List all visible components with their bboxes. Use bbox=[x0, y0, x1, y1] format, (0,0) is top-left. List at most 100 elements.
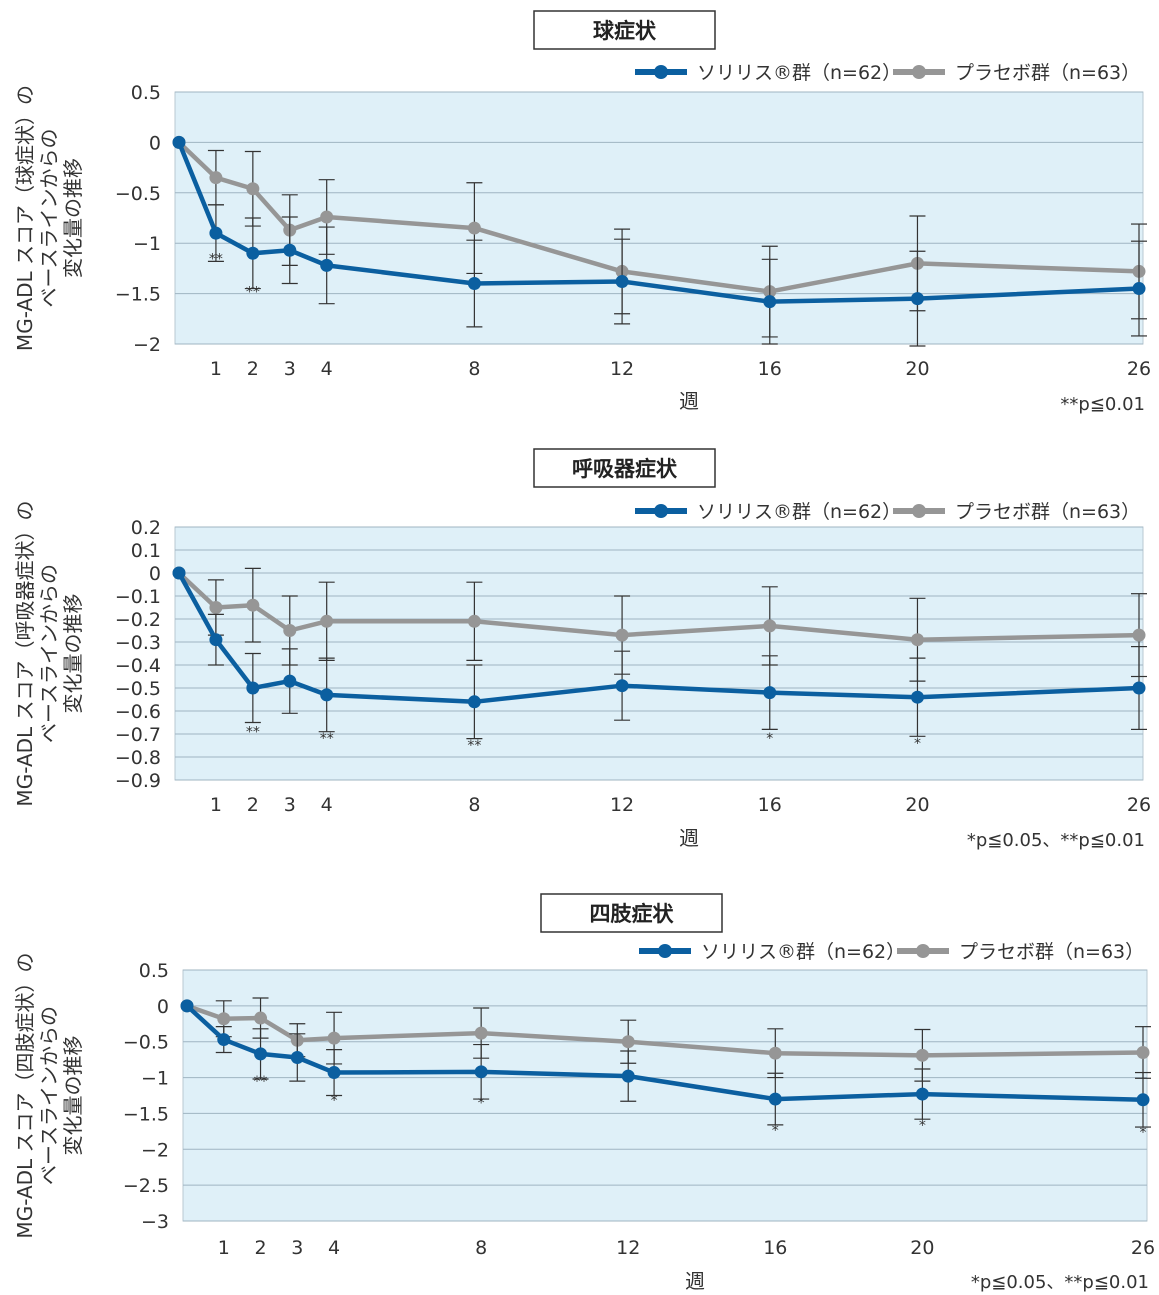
y-tick-label: −0.4 bbox=[115, 655, 161, 677]
x-tick-label: 3 bbox=[284, 794, 296, 816]
data-point bbox=[615, 628, 629, 642]
legend-swatch-marker bbox=[654, 504, 668, 518]
series-placebo bbox=[172, 566, 1147, 682]
data-point bbox=[283, 624, 297, 637]
data-point bbox=[621, 1069, 635, 1083]
y-tick-label: −2 bbox=[133, 334, 161, 356]
x-tick-label: 1 bbox=[210, 358, 222, 380]
x-tick-label: 26 bbox=[1127, 358, 1151, 380]
y-axis-title-line: MG-ADL スコア（球症状）の bbox=[13, 85, 37, 351]
data-point bbox=[615, 679, 629, 693]
y-axis-title-line: 変化量の推移 bbox=[61, 1036, 85, 1156]
x-axis-title: 週 bbox=[679, 826, 699, 850]
y-tick-label: −0.5 bbox=[115, 183, 161, 205]
data-point bbox=[283, 243, 297, 257]
data-point bbox=[474, 1065, 488, 1079]
data-point bbox=[246, 246, 260, 260]
data-point bbox=[768, 1046, 782, 1060]
data-point bbox=[246, 598, 260, 612]
series-line bbox=[176, 141, 1140, 304]
y-tick-label: −1.5 bbox=[123, 1103, 169, 1125]
y-tick-label: −0.5 bbox=[123, 1032, 169, 1054]
significance-marker: ** bbox=[254, 1074, 268, 1090]
legend-label: プラセボ群（n=63） bbox=[955, 62, 1140, 84]
x-tick-label: 26 bbox=[1131, 1237, 1155, 1259]
legend: ソリリス®群（n=62） プラセボ群（n=63） bbox=[639, 941, 1144, 963]
x-tick-label: 20 bbox=[905, 358, 929, 380]
y-tick-label: −3 bbox=[141, 1211, 169, 1233]
data-point bbox=[763, 619, 777, 633]
series-soliris bbox=[172, 566, 1147, 740]
data-point bbox=[209, 633, 223, 647]
y-axis-title-line: ベースラインからの bbox=[37, 129, 61, 308]
plot-area bbox=[174, 526, 1144, 781]
chart-title: 呼吸器症状 bbox=[572, 457, 678, 481]
data-point bbox=[915, 1087, 929, 1101]
data-point bbox=[327, 1031, 341, 1045]
significance-note: *p≦0.05、**p≦0.01 bbox=[967, 830, 1145, 851]
series-soliris bbox=[172, 135, 1147, 347]
x-tick-label: 16 bbox=[758, 358, 782, 380]
x-tick-label: 3 bbox=[284, 358, 296, 380]
chart-title-box bbox=[533, 10, 716, 50]
x-tick-label: 20 bbox=[910, 1237, 934, 1259]
significance-marker: * bbox=[478, 1096, 485, 1112]
y-tick-label: 0 bbox=[149, 132, 161, 154]
data-point bbox=[1136, 1045, 1150, 1059]
data-point bbox=[180, 999, 194, 1013]
data-point bbox=[467, 614, 481, 628]
y-tick-label: −0.1 bbox=[115, 586, 161, 608]
x-tick-label: 4 bbox=[328, 1237, 340, 1259]
significance-marker: ** bbox=[467, 738, 481, 754]
data-point bbox=[467, 695, 481, 709]
significance-marker: ** bbox=[320, 731, 334, 747]
significance-marker: * bbox=[919, 1118, 926, 1134]
data-point bbox=[910, 690, 924, 704]
x-tick-label: 16 bbox=[763, 1237, 787, 1259]
legend-swatch-marker bbox=[912, 65, 926, 79]
data-point bbox=[327, 1066, 341, 1080]
significance-marker: * bbox=[766, 731, 773, 747]
data-point bbox=[290, 1050, 304, 1064]
y-axis-title-line: ベースラインからの bbox=[37, 1006, 61, 1185]
y-tick-label: 0 bbox=[149, 563, 161, 585]
x-axis-title: 週 bbox=[685, 1269, 705, 1293]
data-point bbox=[474, 1026, 488, 1040]
x-tick-label: 26 bbox=[1127, 794, 1151, 816]
data-point bbox=[615, 275, 629, 289]
y-axis-title: MG-ADL スコア（四肢症状）の ベースラインからの 変化量の推移 bbox=[13, 952, 85, 1238]
data-point bbox=[763, 686, 777, 700]
x-tick-label: 8 bbox=[468, 794, 480, 816]
x-tick-label: 12 bbox=[616, 1237, 640, 1259]
x-tick-label: 12 bbox=[610, 358, 634, 380]
series-line bbox=[185, 1004, 1144, 1103]
data-point bbox=[254, 1047, 268, 1061]
data-point bbox=[1132, 628, 1146, 642]
series-line bbox=[177, 571, 1140, 642]
data-point bbox=[246, 681, 260, 695]
y-tick-label: −0.8 bbox=[115, 747, 161, 769]
y-tick-label: 0.5 bbox=[139, 960, 169, 982]
y-tick-label: −0.7 bbox=[115, 724, 161, 746]
series-line bbox=[186, 1003, 1144, 1058]
significance-marker: ** bbox=[209, 251, 223, 267]
legend-label: ソリリス®群（n=62） bbox=[697, 501, 901, 523]
data-point bbox=[209, 226, 223, 240]
y-axis-title-line: 変化量の推移 bbox=[61, 158, 85, 278]
x-axis-title: 週 bbox=[679, 389, 699, 413]
y-axis-title-line: MG-ADL スコア（呼吸器症状）の bbox=[13, 500, 37, 806]
x-tick-label: 8 bbox=[468, 358, 480, 380]
data-point bbox=[172, 566, 186, 580]
data-point bbox=[910, 292, 924, 306]
data-point bbox=[467, 221, 481, 235]
x-tick-label: 4 bbox=[321, 358, 333, 380]
data-point bbox=[283, 674, 297, 688]
data-point bbox=[1132, 282, 1146, 296]
y-tick-label: −1 bbox=[133, 233, 161, 255]
data-point bbox=[467, 277, 481, 291]
legend-label: プラセボ群（n=63） bbox=[959, 941, 1144, 963]
y-tick-label: −0.2 bbox=[115, 609, 161, 631]
y-tick-label: −2 bbox=[141, 1139, 169, 1161]
data-point bbox=[217, 1012, 231, 1026]
